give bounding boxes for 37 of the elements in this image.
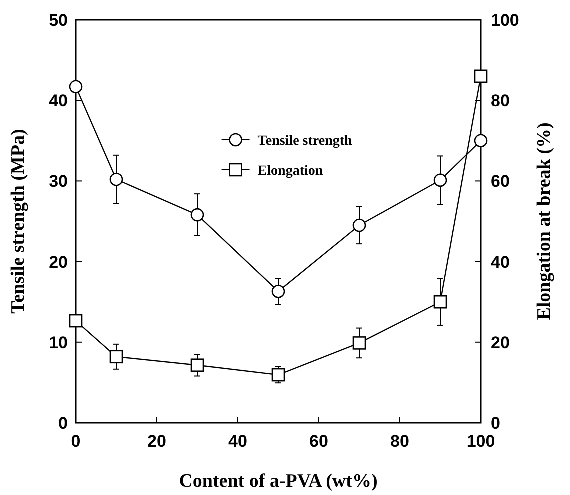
point	[190, 358, 204, 372]
x-tick-label: 100	[466, 432, 496, 451]
x-axis-title: Content of a-PVA (wt%)	[179, 471, 378, 492]
point	[69, 314, 83, 328]
point	[190, 208, 204, 222]
point	[474, 70, 488, 84]
point	[110, 350, 124, 364]
point	[434, 295, 448, 309]
y2-axis-title: Elongation at break (%)	[534, 122, 555, 320]
y2-tick-label: 40	[491, 252, 510, 272]
y-tick-label: 50	[49, 11, 68, 30]
point	[352, 218, 366, 232]
point	[110, 172, 124, 186]
y-tick-label: 20	[49, 252, 68, 272]
point	[474, 134, 488, 148]
point	[434, 174, 448, 188]
x-tick-label: 0	[71, 432, 81, 451]
y2-tick-label: 0	[491, 414, 500, 433]
y2-tick-label: 20	[491, 333, 510, 352]
y-tick-label: 0	[58, 414, 68, 433]
x-tick-label: 20	[148, 432, 166, 451]
y-tick-label: 30	[49, 172, 68, 192]
x-tick-label: 40	[228, 432, 248, 451]
legend-label: Elongation	[258, 164, 324, 179]
x-tick-label: 60	[310, 432, 328, 451]
point	[352, 336, 366, 350]
y-axis-title: Tensile strength (MPa)	[8, 129, 29, 314]
x-tick-label: 80	[390, 432, 410, 451]
point	[272, 284, 286, 298]
y2-tick-label: 60	[491, 172, 510, 192]
y-tick-label: 10	[49, 333, 68, 352]
y2-tick-label: 80	[491, 92, 510, 111]
y-tick-label: 40	[49, 92, 68, 111]
legend-label: Tensile strength	[258, 134, 353, 149]
point	[272, 368, 286, 382]
y2-tick-label: 100	[491, 11, 520, 30]
point	[69, 80, 83, 94]
